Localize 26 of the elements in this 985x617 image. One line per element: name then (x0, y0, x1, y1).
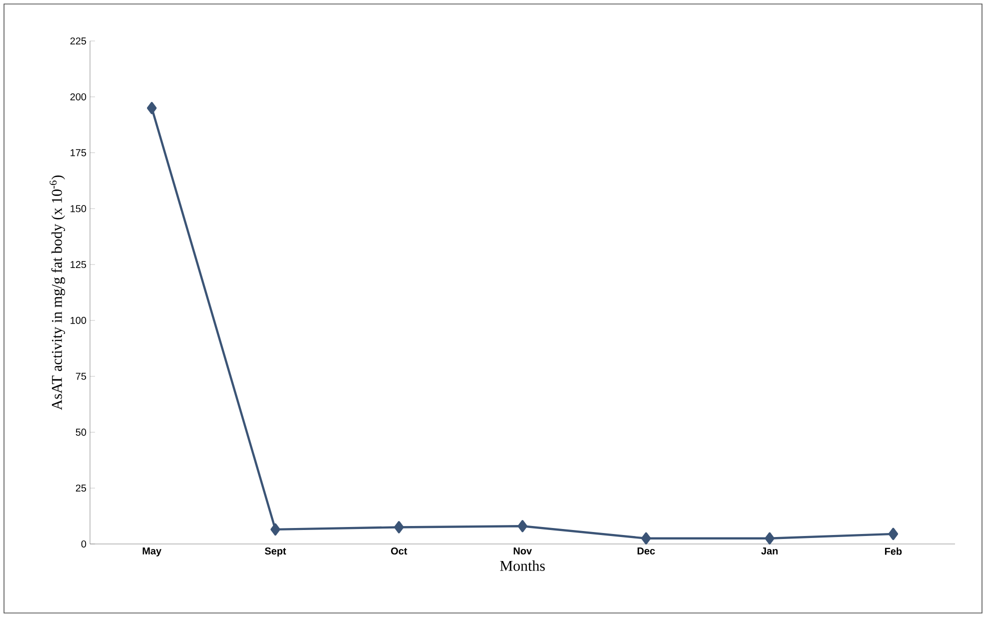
x-tick-label: Feb (885, 548, 902, 555)
y-axis-title: AsAT activity in mg/g fat body (x 10$^{-6}$) (50, 175, 66, 410)
x-tick-label: Nov (514, 548, 532, 554)
y-tick-label: 75 (76, 372, 86, 380)
point (764, 532, 774, 544)
y-tick-label: 0 (81, 540, 86, 548)
x-tick-label: Oct (391, 548, 408, 555)
point (888, 528, 898, 540)
y-tick-label: 150 (70, 205, 86, 212)
point (518, 520, 528, 532)
x-axis-title: Months (500, 560, 545, 571)
y-tick-label: 50 (76, 428, 86, 436)
point (641, 532, 651, 544)
x-tick-label: May (142, 548, 162, 556)
y-tick-label: 125 (70, 261, 86, 268)
point (394, 521, 404, 534)
y-tick-label: 25 (76, 484, 86, 492)
point (146, 102, 157, 114)
y-tick-label: 200 (70, 93, 86, 100)
x-tick-label: Sept (264, 548, 286, 557)
point (270, 523, 280, 536)
y-tick-label: 100 (70, 316, 86, 324)
x-tick-label: Jan (761, 548, 778, 554)
y-tick-label: 225 (70, 37, 86, 45)
y-tick-label: 175 (70, 149, 86, 156)
x-tick-label: Dec (638, 548, 655, 554)
